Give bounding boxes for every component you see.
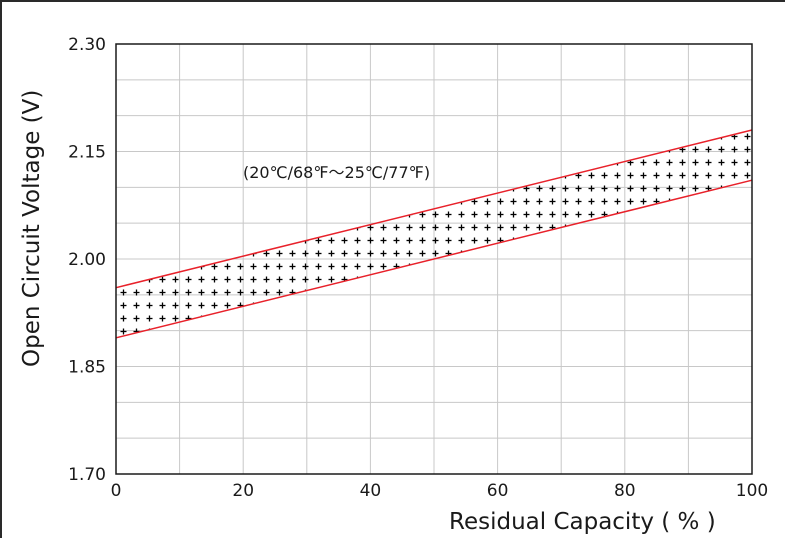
- y-tick-label: 2.00: [68, 250, 106, 270]
- tick-labels: 0 20 40 60 80 100 1.70 1.85 2.00 2.15 2.30: [68, 35, 768, 501]
- plot-area: [115, 43, 753, 475]
- x-axis-label: Residual Capacity ( % ): [449, 509, 716, 535]
- x-tick-label: 60: [487, 481, 509, 501]
- temperature-annotation: (20℃/68℉～25℃/77℉): [243, 163, 430, 182]
- voltage-band: [115, 129, 753, 339]
- band-fill: [116, 130, 752, 338]
- x-tick-label: 80: [614, 481, 636, 501]
- lower-bound-line: [115, 179, 753, 339]
- y-tick-label: 1.85: [68, 358, 106, 378]
- y-tick-label: 1.70: [68, 465, 106, 485]
- x-tick-label: 20: [232, 481, 254, 501]
- y-tick-label: 2.30: [68, 35, 106, 55]
- x-tick-label: 0: [111, 481, 122, 501]
- x-tick-label: 100: [736, 481, 768, 501]
- y-axis-label: Open Circuit Voltage (V): [19, 90, 45, 367]
- upper-bound-line: [115, 129, 753, 289]
- y-tick-label: 2.15: [68, 143, 106, 163]
- plot-border: [115, 43, 753, 475]
- x-tick-label: 40: [360, 481, 382, 501]
